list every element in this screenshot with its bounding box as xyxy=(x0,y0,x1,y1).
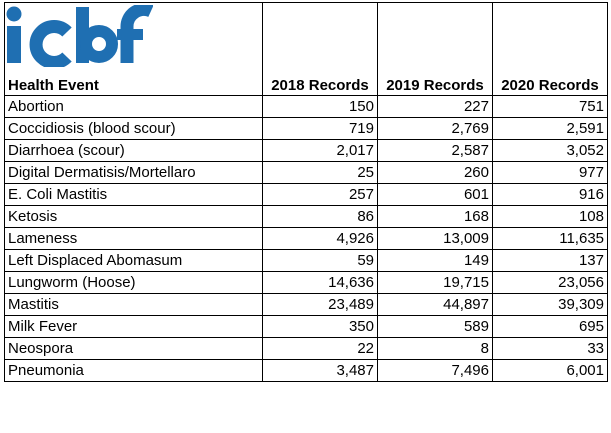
records-2020: 11,635 xyxy=(492,227,608,250)
event-name: Abortion xyxy=(4,95,263,118)
records-2020: 137 xyxy=(492,249,608,272)
event-name: Lungworm (Hoose) xyxy=(4,271,263,294)
logo-b-bowl xyxy=(80,25,118,63)
table-row: Ketosis 86 168 108 xyxy=(4,205,608,228)
records-2018: 59 xyxy=(262,249,378,272)
records-2020: 108 xyxy=(492,205,608,228)
records-2019: 7,496 xyxy=(377,359,493,382)
logo-f-bar xyxy=(117,29,143,40)
records-2019: 2,587 xyxy=(377,139,493,162)
records-2018: 86 xyxy=(262,205,378,228)
records-2018: 3,487 xyxy=(262,359,378,382)
records-2019: 149 xyxy=(377,249,493,272)
table-row: Diarrhoea (scour) 2,017 2,587 3,052 xyxy=(4,139,608,162)
records-2020: 39,309 xyxy=(492,293,608,316)
event-name: E. Coli Mastitis xyxy=(4,183,263,206)
table-body: Abortion 150 227 751 Coccidiosis (blood … xyxy=(4,95,608,382)
event-name: Lameness xyxy=(4,227,263,250)
table-row: Lameness 4,926 13,009 11,635 xyxy=(4,227,608,250)
table-row: Neospora 22 8 33 xyxy=(4,337,608,360)
records-2019: 8 xyxy=(377,337,493,360)
records-2019: 19,715 xyxy=(377,271,493,294)
records-2019: 168 xyxy=(377,205,493,228)
records-2018: 350 xyxy=(262,315,378,338)
records-2018: 22 xyxy=(262,337,378,360)
event-name: Pneumonia xyxy=(4,359,263,382)
records-2018: 14,636 xyxy=(262,271,378,294)
event-name: Mastitis xyxy=(4,293,263,316)
table-row: Lungworm (Hoose) 14,636 19,715 23,056 xyxy=(4,271,608,294)
records-2020: 695 xyxy=(492,315,608,338)
logo-c xyxy=(29,20,72,67)
records-2020: 916 xyxy=(492,183,608,206)
table-row: Mastitis 23,489 44,897 39,309 xyxy=(4,293,608,316)
table-row: Abortion 150 227 751 xyxy=(4,95,608,118)
table-row: Coccidiosis (blood scour) 719 2,769 2,59… xyxy=(4,117,608,140)
records-2020: 977 xyxy=(492,161,608,184)
records-2019: 589 xyxy=(377,315,493,338)
records-2020: 3,052 xyxy=(492,139,608,162)
records-2018: 2,017 xyxy=(262,139,378,162)
records-2020: 751 xyxy=(492,95,608,118)
table-row: Pneumonia 3,487 7,496 6,001 xyxy=(4,359,608,382)
health-event-header-cell: Health Event xyxy=(4,2,263,96)
records-2019: 260 xyxy=(377,161,493,184)
records-2018: 4,926 xyxy=(262,227,378,250)
header-row: Health Event 2018 Records 2019 Records 2… xyxy=(4,2,608,96)
records-2018: 23,489 xyxy=(262,293,378,316)
records-2018: 719 xyxy=(262,117,378,140)
health-event-header: Health Event xyxy=(8,77,99,94)
health-records-table: Health Event 2018 Records 2019 Records 2… xyxy=(4,2,608,382)
records-2018: 25 xyxy=(262,161,378,184)
event-name: Neospora xyxy=(4,337,263,360)
records-2020: 6,001 xyxy=(492,359,608,382)
records-2019-header: 2019 Records xyxy=(377,2,493,96)
logo-i-stem xyxy=(7,26,21,63)
event-name: Diarrhoea (scour) xyxy=(4,139,263,162)
records-2019: 44,897 xyxy=(377,293,493,316)
logo-i-dot xyxy=(6,6,22,22)
records-2018-header: 2018 Records xyxy=(262,2,378,96)
table-row: Left Displaced Abomasum 59 149 137 xyxy=(4,249,608,272)
event-name: Coccidiosis (blood scour) xyxy=(4,117,263,140)
event-name: Digital Dermatisis/Mortellaro xyxy=(4,161,263,184)
health-records-table-wrap: Health Event 2018 Records 2019 Records 2… xyxy=(4,2,608,382)
records-2019: 601 xyxy=(377,183,493,206)
records-2018: 257 xyxy=(262,183,378,206)
event-name: Left Displaced Abomasum xyxy=(4,249,263,272)
event-name: Ketosis xyxy=(4,205,263,228)
icbf-logo xyxy=(6,5,153,67)
records-2020: 23,056 xyxy=(492,271,608,294)
records-2019: 13,009 xyxy=(377,227,493,250)
table-row: E. Coli Mastitis 257 601 916 xyxy=(4,183,608,206)
records-2019: 2,769 xyxy=(377,117,493,140)
records-2020: 33 xyxy=(492,337,608,360)
table-row: Milk Fever 350 589 695 xyxy=(4,315,608,338)
records-2020: 2,591 xyxy=(492,117,608,140)
records-2020-header: 2020 Records xyxy=(492,2,608,96)
logo-f-stem xyxy=(120,5,153,63)
table-row: Digital Dermatisis/Mortellaro 25 260 977 xyxy=(4,161,608,184)
records-2018: 150 xyxy=(262,95,378,118)
event-name: Milk Fever xyxy=(4,315,263,338)
records-2019: 227 xyxy=(377,95,493,118)
